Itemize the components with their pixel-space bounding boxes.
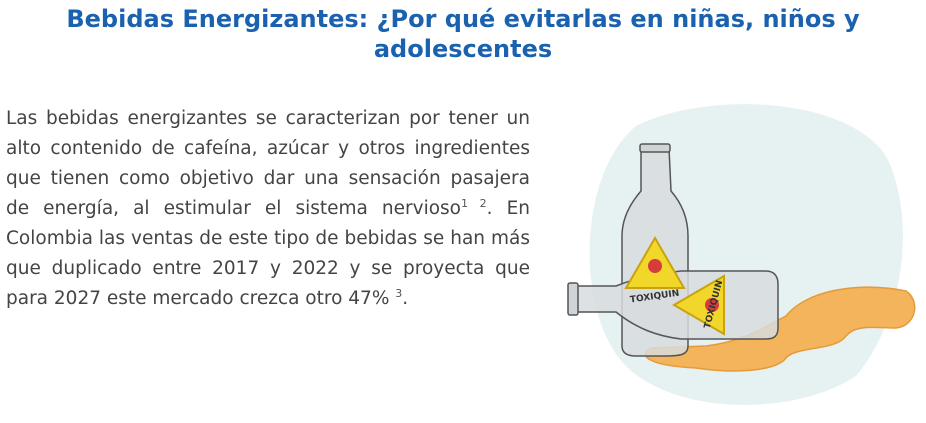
warning-label: TOXIQUIN xyxy=(672,274,725,336)
illustration: TOXIQUIN TOXIQUIN xyxy=(567,104,916,405)
title: Bebidas Energizantes: ¿Por qué evitarlas… xyxy=(66,5,860,63)
paragraph-text: . xyxy=(402,288,409,309)
paragraph: Las bebidas energizantes se caracterizan… xyxy=(6,104,530,314)
paragraph-text: Las bebidas energizantes se caracterizan… xyxy=(6,108,530,219)
footnote-ref: 3 xyxy=(395,287,403,300)
footnote-ref: 1 2 xyxy=(460,197,487,210)
paragraph-text: . En Colombia las ventas de este tipo de… xyxy=(6,198,530,309)
spill xyxy=(644,286,916,372)
